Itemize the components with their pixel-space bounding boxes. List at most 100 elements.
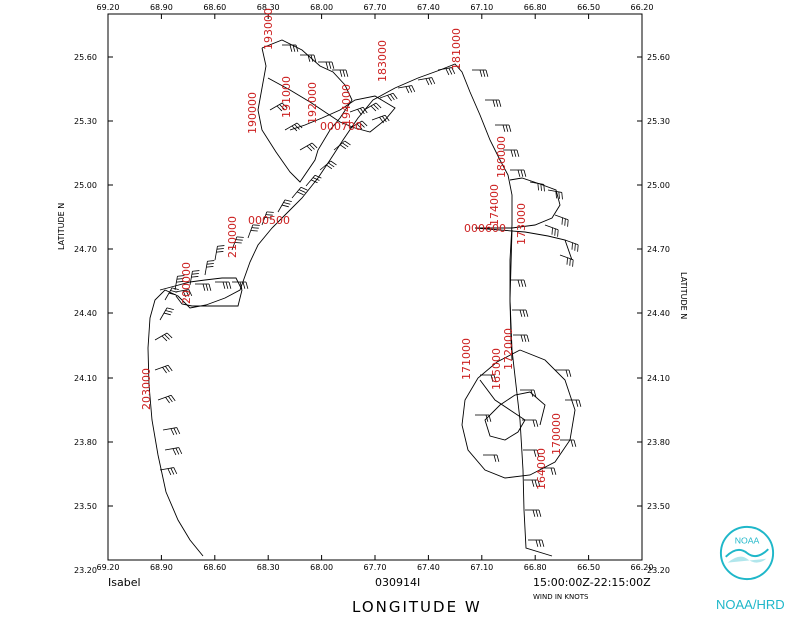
- lat-tick-right: 24.70: [647, 245, 670, 254]
- wind-barb: [554, 214, 569, 227]
- wind-barb: [565, 399, 582, 407]
- y-axis-label-left: LATITUDE N: [57, 202, 66, 250]
- time-range: 15:00:00Z-22:15:00Z: [533, 576, 651, 589]
- wind-barb: [215, 281, 232, 289]
- lat-tick-right: 25.00: [647, 181, 670, 190]
- lat-tick-left: 25.00: [74, 181, 97, 190]
- wind-barb: [284, 122, 303, 132]
- wind-barb: [189, 270, 200, 286]
- lon-tick-bottom: 67.40: [417, 563, 440, 572]
- track-eye-inner: [479, 379, 546, 441]
- wind-barb: [483, 454, 500, 462]
- lat-tick-left: 23.20: [74, 566, 97, 575]
- wind-barb: [540, 467, 557, 475]
- wind-barb: [204, 260, 215, 276]
- time-label: 210000: [226, 216, 239, 258]
- wind-barb: [512, 309, 529, 317]
- wind-barb: [560, 439, 577, 447]
- lat-tick-left: 24.10: [74, 374, 97, 383]
- lon-tick-top: 68.60: [203, 3, 226, 12]
- lat-tick-left: 25.60: [74, 53, 97, 62]
- wind-barb: [379, 92, 398, 102]
- wind-barb: [524, 479, 541, 487]
- lat-tick-right: 23.20: [647, 566, 670, 575]
- time-label: 000500: [248, 214, 290, 227]
- wind-barb: [485, 99, 502, 107]
- wind-barb: [480, 374, 497, 382]
- wind-barb: [318, 61, 335, 69]
- wind-barb: [371, 114, 390, 124]
- lat-tick-left: 23.50: [74, 502, 97, 511]
- wind-barb: [159, 467, 178, 476]
- track-east-vertical: [509, 229, 553, 557]
- time-label: 164000: [535, 448, 548, 490]
- wind-barb: [522, 419, 539, 427]
- time-labels: 193000 190000 191000 192000 194000 183000 1810…: [140, 8, 563, 490]
- axis-ticks: 69.20 69.20 68.90 68.90 68.60 68.60 68.30 68.30…: [74, 3, 670, 575]
- lon-tick-bottom: 69.20: [97, 563, 120, 572]
- time-label: 171000: [460, 338, 473, 380]
- time-label: 191000: [280, 76, 293, 118]
- wind-barb: [332, 69, 349, 77]
- lon-tick-top: 66.20: [631, 3, 654, 12]
- wind-barb: [164, 447, 183, 456]
- track-east: [474, 177, 573, 261]
- storm-name: Isabel: [108, 576, 141, 589]
- wind-barb: [261, 211, 274, 226]
- wind-barb: [157, 394, 176, 404]
- wind-barb: [417, 77, 436, 86]
- time-label: 180000: [495, 136, 508, 178]
- time-label: 174000: [488, 184, 501, 226]
- time-label: 000600: [464, 222, 506, 235]
- time-label: 190000: [246, 92, 259, 134]
- wind-barb: [528, 539, 545, 547]
- wind-barb: [277, 199, 292, 213]
- lon-tick-bottom: 67.10: [470, 563, 493, 572]
- lon-tick-top: 66.80: [524, 3, 547, 12]
- lon-tick-bottom: 66.80: [524, 563, 547, 572]
- time-label: 173000: [515, 203, 528, 245]
- wind-barb: [525, 509, 542, 517]
- wind-barb: [333, 140, 351, 151]
- time-label: 194000: [340, 84, 353, 126]
- lat-tick-right: 25.60: [647, 53, 670, 62]
- wind-barb: [269, 102, 288, 112]
- lon-tick-bottom: 66.20: [631, 563, 654, 572]
- lon-tick-bottom: 68.90: [150, 563, 173, 572]
- time-label: 192000: [306, 82, 319, 124]
- wind-barb: [544, 224, 559, 237]
- lon-tick-bottom: 68.00: [310, 563, 333, 572]
- lon-tick-top: 66.50: [577, 3, 600, 12]
- lon-tick-top: 67.10: [470, 3, 493, 12]
- lon-tick-top: 67.70: [364, 3, 387, 12]
- wind-barb: [559, 254, 574, 267]
- wind-barb: [513, 334, 530, 342]
- wind-barb: [319, 160, 337, 171]
- lon-tick-top: 67.40: [417, 3, 440, 12]
- wind-barb: [510, 279, 527, 287]
- wind-barb: [174, 275, 185, 291]
- wind-barb: [195, 283, 212, 291]
- time-label: 181000: [450, 28, 463, 70]
- lon-tick-top: 68.30: [257, 3, 280, 12]
- wind-barb: [437, 67, 456, 76]
- wind-barb: [247, 224, 260, 239]
- track-north: [147, 63, 513, 557]
- lon-tick-bottom: 68.30: [257, 563, 280, 572]
- lon-tick-bottom: 67.70: [364, 563, 387, 572]
- lon-tick-top: 69.20: [97, 3, 120, 12]
- lon-tick-top: 68.90: [150, 3, 173, 12]
- wind-barb: [214, 245, 225, 261]
- time-label: 200000: [180, 262, 193, 304]
- flight-date: 030914I: [375, 576, 421, 589]
- lat-tick-left: 24.40: [74, 309, 97, 318]
- wind-barb: [291, 186, 308, 199]
- lat-tick-left: 23.80: [74, 438, 97, 447]
- wind-barb: [231, 236, 244, 251]
- wind-barb: [510, 169, 527, 177]
- lat-tick-right: 24.40: [647, 309, 670, 318]
- wind-barb: [495, 124, 512, 132]
- lon-tick-bottom: 66.50: [577, 563, 600, 572]
- wind-barb: [520, 389, 537, 397]
- wind-barb: [159, 307, 174, 321]
